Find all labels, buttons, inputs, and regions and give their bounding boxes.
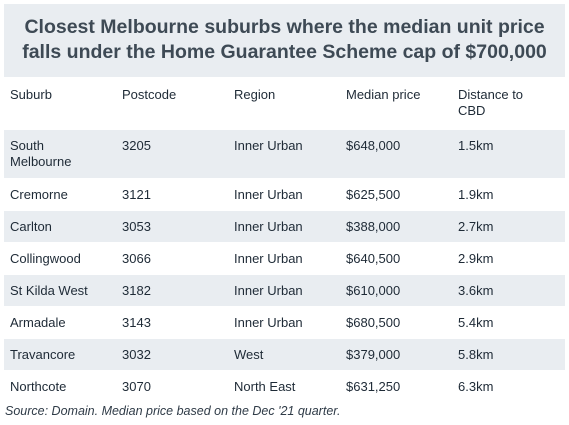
header-region: Region: [234, 87, 276, 102]
table-row: Carlton 3053 Inner Urban $388,000 2.7km: [4, 210, 565, 243]
cell-postcode: 3032: [116, 338, 228, 371]
cell-distance: 6.3km: [452, 370, 565, 403]
cell-distance: 1.9km: [452, 178, 565, 211]
cell-suburb: South Melbourne: [4, 130, 116, 179]
cell-postcode: 3182: [116, 274, 228, 307]
cell-distance: 5.8km: [452, 338, 565, 371]
table-row: St Kilda West 3182 Inner Urban $610,000 …: [4, 274, 565, 307]
cell-region: Inner Urban: [228, 178, 340, 211]
cell-suburb: St Kilda West: [4, 274, 116, 307]
cell-median-price: $640,500: [340, 242, 452, 275]
cell-suburb: Cremorne: [4, 178, 116, 211]
source-note: Source: Domain. Median price based on th…: [5, 404, 341, 418]
cell-postcode: 3121: [116, 178, 228, 211]
title-line-1: Closest Melbourne suburbs where the medi…: [24, 16, 545, 38]
cell-suburb: Northcote: [4, 370, 116, 403]
header-row: Suburb Postcode Region Median price Dist…: [4, 77, 565, 130]
cell-region: Inner Urban: [228, 274, 340, 307]
cell-postcode: 3205: [116, 130, 228, 179]
cell-distance: 2.7km: [452, 210, 565, 243]
cell-median-price: $379,000: [340, 338, 452, 371]
cell-distance: 3.6km: [452, 274, 565, 307]
table-row: South Melbourne 3205 Inner Urban $648,00…: [4, 130, 565, 179]
cell-region: North East: [228, 370, 340, 403]
table-row: Cremorne 3121 Inner Urban $625,500 1.9km: [4, 178, 565, 211]
cell-region: Inner Urban: [228, 130, 340, 179]
table-container: Closest Melbourne suburbs where the medi…: [4, 4, 565, 403]
cell-median-price: $680,500: [340, 306, 452, 339]
header-distance: Distance to CBD: [458, 87, 524, 118]
table-row: Armadale 3143 Inner Urban $680,500 5.4km: [4, 306, 565, 339]
table-row: Northcote 3070 North East $631,250 6.3km: [4, 370, 565, 403]
header-median-price: Median price: [346, 87, 421, 102]
cell-postcode: 3070: [116, 370, 228, 403]
cell-distance: 1.5km: [452, 130, 565, 179]
cell-distance: 5.4km: [452, 306, 565, 339]
cell-region: Inner Urban: [228, 306, 340, 339]
cell-suburb: Travancore: [4, 338, 116, 371]
cell-region: Inner Urban: [228, 242, 340, 275]
cell-median-price: $625,500: [340, 178, 452, 211]
table-row: Travancore 3032 West $379,000 5.8km: [4, 338, 565, 371]
cell-postcode: 3053: [116, 210, 228, 243]
cell-median-price: $631,250: [340, 370, 452, 403]
cell-median-price: $388,000: [340, 210, 452, 243]
cell-median-price: $610,000: [340, 274, 452, 307]
table-row: Collingwood 3066 Inner Urban $640,500 2.…: [4, 242, 565, 275]
cell-postcode: 3143: [116, 306, 228, 339]
table-title: Closest Melbourne suburbs where the medi…: [4, 4, 565, 77]
header-postcode: Postcode: [122, 87, 177, 102]
cell-region: Inner Urban: [228, 210, 340, 243]
cell-median-price: $648,000: [340, 130, 452, 179]
cell-postcode: 3066: [116, 242, 228, 275]
cell-suburb: Collingwood: [4, 242, 116, 275]
title-line-2: falls under the Home Guarantee Scheme ca…: [22, 41, 547, 63]
cell-distance: 2.9km: [452, 242, 565, 275]
cell-suburb: Carlton: [4, 210, 116, 243]
cell-region: West: [228, 338, 340, 371]
header-suburb: Suburb: [10, 87, 52, 102]
cell-suburb: Armadale: [4, 306, 116, 339]
suburbs-table: Suburb Postcode Region Median price Dist…: [4, 77, 565, 403]
